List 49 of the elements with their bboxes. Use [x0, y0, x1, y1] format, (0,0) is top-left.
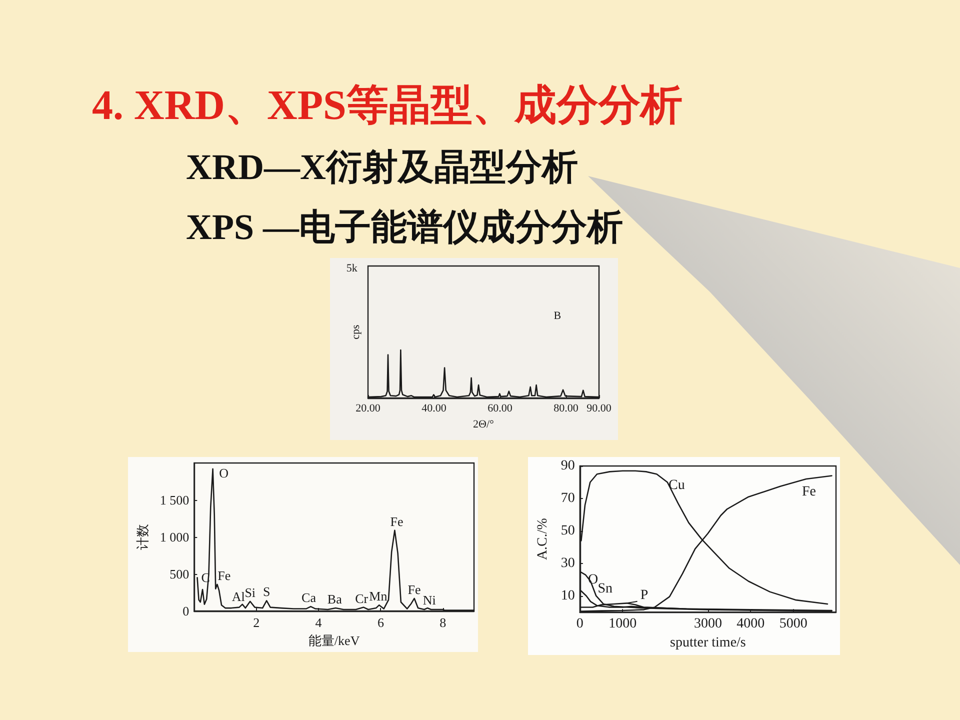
- annotation: Ni: [422, 592, 436, 608]
- annotation: O: [219, 465, 228, 480]
- y-tick-label: 50: [560, 523, 575, 538]
- x-tick-label: 2: [253, 615, 260, 630]
- annotation: S: [262, 584, 270, 600]
- annotation: Mn: [369, 588, 388, 604]
- legend-label: P: [640, 588, 648, 603]
- chart-title: 4. XRD、XPS等晶型、成分分析: [92, 83, 682, 130]
- x-axis-title: 2Θ/°: [473, 418, 494, 430]
- text: XRD—X衍射及晶型分析: [186, 147, 578, 188]
- y-tick-label: 1 000: [160, 530, 190, 544]
- y-tick-label: 70: [560, 490, 575, 506]
- annotation: Cr: [355, 590, 369, 606]
- text: XPS —电子能谱仪成分分析: [186, 207, 624, 248]
- x-axis-title: sputter time/s: [670, 636, 746, 650]
- x-tick-label: 90.00: [586, 402, 612, 414]
- annotation: Ba: [327, 592, 342, 607]
- y-tick-label: 1 500: [160, 492, 190, 508]
- annotation: Fe: [218, 568, 231, 583]
- x-tick-label: 40.00: [422, 402, 447, 414]
- series-label: Sn: [598, 582, 613, 597]
- x-tick-label: 1000: [608, 616, 637, 632]
- x-tick-label: 6: [377, 615, 384, 630]
- y-tick-label: 90: [560, 458, 575, 474]
- y-tick-label: 500: [170, 566, 190, 582]
- y-axis-title: 计数: [135, 524, 150, 550]
- x-tick-label: 20.00: [356, 402, 381, 414]
- series-label: Fe: [802, 484, 816, 500]
- annotation: Si: [244, 584, 256, 600]
- annotation: Al: [232, 588, 246, 604]
- x-tick-label: 4000: [736, 616, 765, 632]
- x-tick-label: 8: [440, 615, 446, 630]
- y-axis-title: A.C./%: [536, 518, 550, 560]
- y-tick-label: 30: [560, 556, 575, 571]
- series-label: Cu: [668, 478, 685, 493]
- x-axis-title: 能量/keV: [308, 632, 360, 648]
- text: B: [554, 310, 562, 322]
- x-tick-label: 3000: [694, 616, 722, 632]
- x-tick-label: 5000: [779, 616, 808, 632]
- y-axis-title: cps: [350, 324, 362, 340]
- y-tick-label: 0: [182, 604, 190, 618]
- x-tick-label: 4: [315, 615, 322, 630]
- x-tick-label: 80.00: [554, 402, 579, 414]
- text: 5k: [346, 262, 358, 275]
- annotation: Fe: [390, 514, 404, 529]
- x-tick-label: 60.00: [488, 402, 513, 414]
- annotation: Ca: [302, 590, 316, 606]
- y-tick-label: 10: [560, 588, 575, 604]
- annotation: Fe: [408, 582, 422, 597]
